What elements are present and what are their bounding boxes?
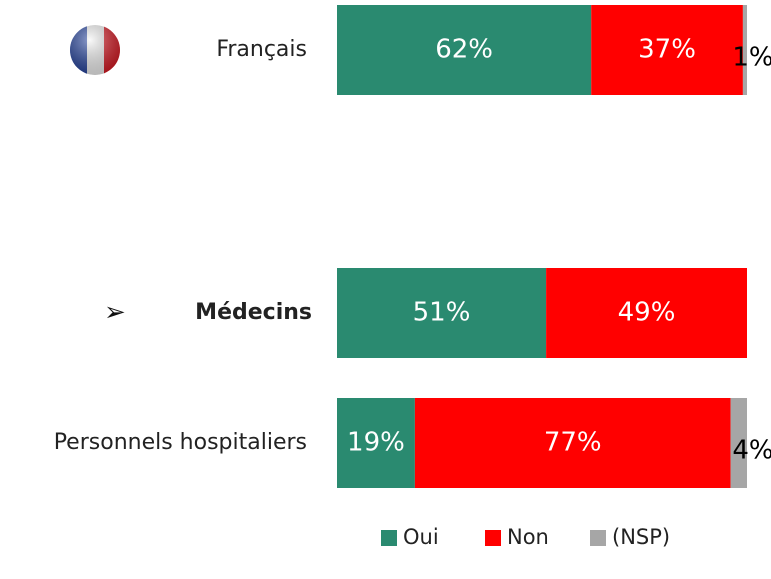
legend-label: Oui xyxy=(403,525,439,549)
bullet-arrow: ➢ xyxy=(104,298,126,328)
value-label: 4% xyxy=(732,436,771,466)
value-label: 19% xyxy=(347,428,405,458)
value-label: 62% xyxy=(435,35,493,65)
bar-segment xyxy=(414,398,731,488)
legend-swatch xyxy=(381,530,397,546)
bar-segment xyxy=(337,268,547,358)
legend-swatch xyxy=(590,530,606,546)
legend-label: (NSP) xyxy=(612,525,670,549)
bar-segment xyxy=(591,5,743,95)
bar-segment xyxy=(730,398,747,488)
category-label: Personnels hospitaliers xyxy=(54,430,307,455)
value-label: 51% xyxy=(413,298,471,328)
value-label: 77% xyxy=(544,428,602,458)
bar-segment xyxy=(742,5,747,95)
bar-segment xyxy=(546,268,747,358)
value-label: 1% xyxy=(732,43,771,73)
flag-icon xyxy=(70,25,120,75)
legend-swatch xyxy=(485,530,501,546)
bar-segment xyxy=(337,398,415,488)
category-label: Français xyxy=(216,37,307,62)
value-label: 37% xyxy=(638,35,696,65)
legend-label: Non xyxy=(507,525,549,549)
value-label: 49% xyxy=(618,298,676,328)
category-label: Médecins xyxy=(195,300,312,325)
bar-segment xyxy=(337,5,592,95)
